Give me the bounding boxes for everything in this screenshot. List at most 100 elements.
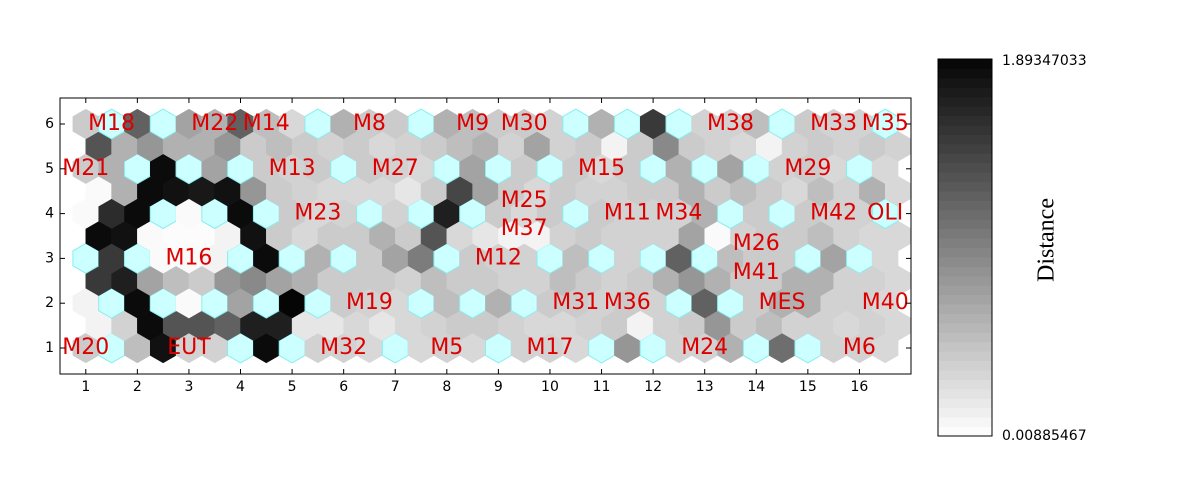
colorbar-band [938, 162, 992, 173]
x-tick-label: 10 [541, 379, 559, 395]
node-label: M21 [62, 156, 109, 181]
colorbar-band [938, 322, 992, 333]
colorbar-band [938, 398, 992, 409]
colorbar-band [938, 407, 992, 418]
colorbar-band [938, 388, 992, 399]
colorbar-band [938, 426, 992, 437]
node-label: M35 [862, 111, 909, 136]
x-tick-label: 2 [133, 379, 142, 395]
colorbar-band [938, 200, 992, 211]
colorbar-band [938, 351, 992, 362]
colorbar-band [938, 115, 992, 126]
colorbar-band [938, 209, 992, 220]
node-label: M37 [501, 216, 548, 241]
node-label: M18 [88, 111, 135, 136]
y-tick-label: 4 [45, 206, 54, 222]
node-label: MES [759, 290, 806, 315]
y-tick-label: 3 [45, 250, 54, 266]
x-tick-label: 14 [747, 379, 765, 395]
node-label: M15 [578, 156, 625, 181]
node-label: M30 [501, 111, 548, 136]
node-label: M13 [269, 156, 316, 181]
colorbar-band [938, 172, 992, 183]
colorbar-frame [937, 58, 993, 437]
node-label: M23 [294, 201, 341, 226]
node-label: M34 [655, 201, 702, 226]
node-label: EUT [167, 335, 211, 360]
colorbar-band [938, 341, 992, 352]
node-label: M16 [165, 245, 212, 270]
colorbar-band [938, 285, 992, 296]
colorbar-band [938, 247, 992, 258]
y-tick-label: 6 [45, 116, 54, 132]
colorbar-label: Distance [1034, 198, 1060, 282]
y-tick-label: 1 [45, 340, 54, 356]
colorbar-band [938, 228, 992, 239]
y-tick-label: 2 [45, 295, 54, 311]
colorbar-band [938, 153, 992, 164]
colorbar-band [938, 417, 992, 428]
colorbar-band [938, 238, 992, 248]
colorbar-band [938, 256, 992, 267]
x-tick-label: 8 [442, 379, 451, 395]
node-label: M8 [353, 111, 386, 136]
colorbar-band [938, 313, 992, 324]
colorbar-band [938, 59, 992, 69]
node-label: M22 [191, 111, 238, 136]
empty-node [871, 108, 899, 140]
x-tick-label: 6 [339, 379, 348, 395]
node-label: M19 [346, 290, 393, 315]
node-label: M41 [733, 260, 780, 285]
colorbar-band [938, 379, 992, 390]
y-tick-label: 5 [45, 161, 54, 177]
node-label: M20 [62, 335, 109, 360]
node-label: M24 [681, 335, 728, 360]
colorbar-band [938, 275, 992, 286]
colorbar-band [938, 304, 992, 314]
node-label: M31 [552, 290, 599, 315]
colorbar-band [938, 294, 992, 305]
node-label: M17 [526, 335, 573, 360]
colorbar-band [938, 134, 992, 145]
node-label: M26 [733, 231, 780, 256]
colorbar-band [938, 87, 992, 98]
node-label: M33 [810, 111, 857, 136]
colorbar-band [938, 266, 992, 277]
node-label: M29 [784, 156, 831, 181]
colorbar-band [938, 181, 992, 192]
colorbar-band [938, 143, 992, 154]
colorbar-band [938, 370, 992, 380]
node-label: M32 [320, 335, 367, 360]
node-label: M14 [243, 111, 290, 136]
node-label: M6 [843, 335, 876, 360]
node-label: M12 [475, 245, 522, 270]
x-tick-label: 7 [391, 379, 400, 395]
hex-grid [72, 108, 911, 364]
colorbar-band [938, 219, 992, 230]
colorbar-tick-label: 0.00885467 [1002, 428, 1087, 444]
colorbar-band [938, 124, 992, 135]
x-tick-label: 5 [288, 379, 297, 395]
node-label: M9 [456, 111, 489, 136]
colorbar-band [938, 360, 992, 371]
plot-frame [59, 97, 912, 375]
x-tick-label: 3 [184, 379, 193, 395]
node-label: OLI [867, 201, 903, 226]
colorbar-band [938, 77, 992, 88]
node-label: M27 [372, 156, 419, 181]
x-tick-label: 4 [236, 379, 245, 395]
node-label: M38 [707, 111, 754, 136]
x-tick-label: 16 [851, 379, 869, 395]
colorbar-tick-label: 1.89347033 [1002, 53, 1087, 69]
colorbar-band [938, 96, 992, 107]
colorbar-band [938, 106, 992, 117]
node-label: M36 [604, 290, 651, 315]
node-label: M42 [810, 201, 857, 226]
node-label: M11 [604, 201, 651, 226]
colorbar-band [938, 190, 992, 201]
x-tick-label: 15 [799, 379, 817, 395]
node-label: M40 [862, 290, 909, 315]
colorbar-band [938, 68, 992, 79]
x-tick-label: 9 [494, 379, 503, 395]
